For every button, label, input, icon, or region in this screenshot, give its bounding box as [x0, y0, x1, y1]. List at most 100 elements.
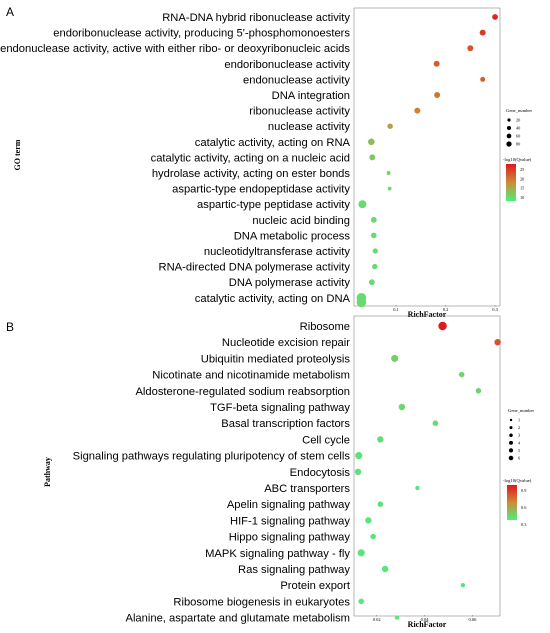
data-point	[377, 436, 384, 443]
data-point	[414, 107, 421, 114]
category-label: Ubiquitin mediated proteolysis	[201, 353, 351, 365]
category-label: ribonuclease activity	[249, 106, 350, 118]
size-legend-label: 3	[518, 433, 520, 438]
colorbar-tick-label: 0.6	[521, 505, 527, 510]
data-point	[433, 60, 440, 67]
panel-b-legends: Gene_number 1 2 3 4 5 6 -log10(Qvalue) 0.9 0.6…	[503, 408, 534, 527]
panel-a-category-labels: RNA-DNA hybrid ribonuclease activity endo…	[0, 12, 350, 305]
data-point	[358, 200, 367, 209]
size-legend-label: 80	[516, 142, 520, 147]
data-point	[372, 263, 378, 270]
category-label: HIF-1 signaling pathway	[230, 515, 350, 527]
x-tick-label: 0.02	[373, 617, 381, 622]
data-point	[386, 171, 391, 175]
colorbar-tick-label: 20	[520, 176, 524, 181]
data-point	[398, 403, 406, 411]
category-label: RNA-DNA hybrid ribonuclease activity	[162, 12, 350, 24]
size-legend-label: 1	[518, 418, 520, 423]
category-label: catalytic activity, acting on a nucleic …	[151, 152, 350, 164]
category-label: Signaling pathways regulating pluripoten…	[73, 451, 351, 463]
data-point	[460, 583, 466, 588]
category-label: endoribonuclease activity	[224, 59, 350, 71]
data-point	[354, 468, 362, 476]
data-point	[357, 549, 365, 557]
category-label: Nicotinate and nicotinamide metabolism	[152, 370, 350, 382]
data-point	[432, 420, 439, 426]
category-label: Cell cycle	[302, 434, 350, 446]
data-point	[387, 123, 393, 129]
data-point	[372, 248, 378, 254]
colorbar-tick-label: 25	[520, 167, 524, 172]
size-legend-dot	[507, 118, 511, 122]
category-label: aspartic-type peptidase activity	[197, 199, 350, 211]
category-label: ABC transporters	[264, 483, 350, 495]
panel-a-legends: Gene_number 20 40 60 80 -log10(Qvalue) 25 20…	[503, 108, 532, 201]
x-tick-label: 0.3	[492, 307, 498, 312]
data-point	[370, 232, 377, 239]
size-legend-dot	[508, 448, 514, 453]
data-point	[467, 45, 474, 52]
x-tick-label: 0.2	[443, 307, 449, 312]
size-legend-label: 40	[516, 126, 520, 131]
data-point	[356, 297, 367, 308]
colorbar-tick-label: 0.3	[521, 522, 526, 527]
panel-b-y-axis-title: Pathway	[43, 457, 52, 487]
panel-b-plot-frame	[353, 315, 501, 617]
data-point	[365, 517, 372, 524]
category-label: nucleotidyltransferase activity	[204, 246, 351, 258]
size-legend-label: 20	[516, 118, 520, 123]
category-label: RNA-directed DNA polymerase activity	[159, 262, 351, 274]
size-legend-label: 60	[516, 134, 520, 139]
panel-b-colorbar-ticks: 0.9 0.6 0.3	[521, 488, 527, 527]
panel-b-pathways: B Pathway Ribosome Nucleotide excision re…	[6, 315, 534, 629]
data-point	[369, 154, 376, 161]
data-point	[438, 321, 447, 331]
category-label: Ribosome biogenesis in eukaryotes	[173, 596, 350, 608]
category-label: Aldosterone-regulated sodium reabsorptio…	[135, 386, 350, 398]
colorbar-tick-label: 0.9	[521, 488, 526, 493]
category-label: endonuclease activity	[243, 74, 350, 86]
category-label: Hippo signaling pathway	[229, 532, 351, 544]
category-label: MAPK signaling pathway - fly	[205, 548, 350, 560]
panel-b-category-labels: Ribosome Nucleotide excision repair Ubiqui…	[73, 321, 351, 625]
panel-b-x-ticks: 0.02 0.04 0.06	[373, 615, 477, 622]
data-point	[370, 533, 376, 540]
category-label: catalytic activity, acting on RNA	[195, 137, 351, 149]
size-legend-dot	[506, 133, 512, 139]
data-point	[355, 452, 363, 460]
category-label: Nucleotide excision repair	[222, 337, 350, 349]
size-legend-label: 6	[518, 456, 521, 461]
size-legend-label: 2	[518, 425, 520, 430]
data-point	[391, 354, 399, 362]
category-label: TGF-beta signaling pathway	[210, 402, 350, 414]
category-label: endoribonuclease activity, producing 5'-…	[53, 28, 350, 40]
category-label: catalytic activity, acting on DNA	[195, 293, 351, 305]
data-point	[480, 76, 486, 82]
data-point	[458, 371, 465, 378]
data-point	[434, 92, 441, 98]
data-point	[377, 501, 384, 507]
size-legend-label: 4	[518, 440, 521, 445]
category-label: DNA integration	[272, 90, 350, 102]
data-point	[479, 29, 486, 36]
data-point	[370, 216, 377, 223]
data-point	[394, 615, 400, 620]
panel-a-colorbar-ticks: 25 20 15 10	[520, 167, 524, 200]
category-label: Ribosome	[300, 321, 350, 333]
data-point	[368, 279, 375, 286]
category-label: nucleic acid binding	[252, 215, 350, 227]
x-tick-label: 0.04	[421, 617, 430, 622]
category-label: DNA metabolic process	[234, 230, 351, 242]
category-label: nuclease activity	[268, 121, 350, 133]
panel-b-size-legend: 1 2 3 4 5 6	[508, 418, 521, 461]
category-label: Ras signaling pathway	[238, 564, 350, 576]
data-point	[494, 338, 501, 346]
category-label: DNA polymerase activity	[229, 277, 351, 289]
category-label: Basal transcription factors	[221, 418, 350, 430]
data-point	[381, 565, 389, 573]
panel-a-size-legend: 20 40 60 80	[506, 118, 520, 147]
size-legend-dot	[509, 433, 513, 437]
panel-a-plot-frame	[353, 7, 501, 307]
colorbar-tick-label: 10	[520, 195, 524, 200]
